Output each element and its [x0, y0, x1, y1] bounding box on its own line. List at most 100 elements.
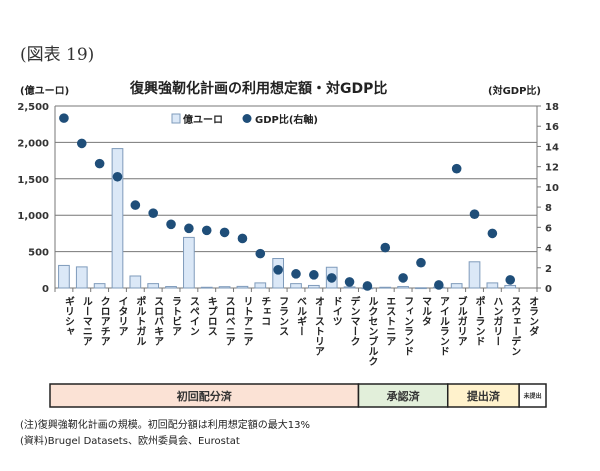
bar-オーストリア: [307, 284, 320, 289]
gdp-point-スウェーデン: [505, 275, 516, 285]
x-tick-label: ブルガリア: [455, 295, 467, 346]
gdp-point-クロアチア: [94, 158, 105, 169]
y-tick-label-right: 4: [545, 244, 552, 255]
legend-bar-swatch: [171, 113, 181, 124]
gdp-point-ブルガリア: [451, 163, 462, 174]
chart-title: 復興強靭化計画の利用想定額・対GDP比: [130, 81, 388, 97]
bar-スロバキア: [147, 283, 160, 289]
status-group-label: 初回配分済: [177, 389, 233, 403]
x-tick-label: エストニア: [384, 296, 396, 346]
x-tick-label: ドイツ: [330, 296, 342, 326]
gdp-point-フィンランド: [398, 273, 408, 283]
bar-イタリア: [111, 148, 124, 289]
gdp-point-ルーマニア: [76, 138, 87, 149]
y-tick-label-left: 0: [42, 284, 49, 295]
gdp-point-チェコ: [255, 248, 266, 259]
x-tick-label: スロベニア: [223, 296, 235, 346]
status-group-label: 未提出: [524, 392, 542, 400]
x-tick-label: ルクセンブルク: [366, 296, 378, 366]
x-tick-label: スウェーデン: [509, 296, 521, 356]
gdp-point-ラトビア: [166, 219, 176, 230]
bar-デンマーク: [343, 286, 356, 289]
gdp-point-オーストリア: [309, 270, 319, 280]
x-tick-label: アイルランド: [437, 296, 449, 356]
x-tick-label: ポーランド: [473, 295, 485, 346]
bar-スウェーデン: [504, 284, 517, 289]
bar-スペイン: [183, 236, 195, 289]
y-tick-label-right: 18: [545, 102, 559, 113]
y-tick-label-left: 1,000: [17, 211, 49, 222]
x-tick-label: ルーマニア: [80, 296, 92, 346]
legend-background: [165, 110, 380, 127]
gdp-point-スペイン: [184, 223, 194, 234]
x-tick-label: リトアニア: [241, 296, 253, 346]
y-tick-label-right: 10: [545, 183, 559, 194]
x-tick-label: オランダ: [527, 296, 539, 337]
bar-ラトビア: [165, 286, 177, 289]
y-tick-label-left: 1,500: [17, 175, 49, 186]
gdp-point-ベルギー: [291, 269, 301, 279]
bar-チェコ: [254, 282, 267, 289]
gdp-point-デンマーク: [344, 277, 355, 287]
x-tick-label: ハンガリー: [491, 296, 503, 346]
note: (注)復興強靭化計画の規模。初回配分額は利用想定額の最大13%: [20, 420, 311, 431]
x-tick-label: クロアチア: [98, 296, 110, 346]
gdp-point-キプロス: [201, 225, 212, 236]
y-tick-label-right: 16: [545, 122, 559, 133]
bar-ポーランド: [468, 261, 481, 289]
legend-dot-label: GDP比(右軸): [255, 113, 318, 126]
status-group-label: 提出済: [467, 389, 501, 403]
gdp-point-アイルランド: [434, 280, 444, 290]
gdp-point-ルクセンブルク: [362, 281, 373, 291]
gdp-point-ポルトガル: [130, 200, 141, 210]
x-tick-label: オーストリア: [312, 296, 324, 356]
bar-ブルガリア: [450, 283, 463, 289]
bar-ベルギー: [290, 283, 302, 289]
bar-クロアチア: [93, 283, 106, 289]
x-tick-label: ギリシャ: [62, 295, 74, 336]
gdp-point-フランス: [273, 265, 283, 275]
bar-ギリシャ: [58, 264, 70, 289]
figure-label: (図表 19): [20, 45, 95, 65]
y-tick-label-left: 2,000: [17, 138, 49, 149]
x-tick-label: ベルギー: [295, 296, 307, 336]
y-tick-label-right: 6: [545, 223, 552, 234]
gdp-point-ポーランド: [469, 209, 480, 219]
y-tick-label-right: 14: [545, 142, 559, 153]
legend-dot-swatch: [242, 114, 252, 123]
bar-エストニア: [379, 286, 392, 289]
x-tick-label: フィンランド: [402, 296, 413, 356]
x-tick-label: イタリア: [116, 296, 128, 336]
x-tick-label: キプロス: [205, 296, 217, 336]
gdp-point-スロバキア: [148, 208, 158, 218]
x-tick-label: ポルトガル: [134, 295, 146, 346]
x-tick-label: デンマーク: [348, 295, 360, 346]
gdp-point-イタリア: [112, 171, 123, 182]
source: (資料)Brugel Datasets、欧州委員会、Eurostat: [20, 436, 240, 447]
gdp-point-エストニア: [380, 242, 391, 253]
y-tick-label-right: 2: [545, 264, 552, 275]
x-tick-label: フランス: [277, 296, 289, 336]
y-tick-label-right: 0: [545, 284, 552, 295]
status-group-label: 承認済: [387, 389, 421, 403]
x-tick-label: スペイン: [187, 296, 199, 336]
x-tick-label: マルタ: [419, 296, 431, 326]
gdp-point-ハンガリー: [487, 228, 498, 239]
gdp-point-ドイツ: [326, 273, 337, 283]
bar-ハンガリー: [486, 282, 499, 289]
y-axis-left-label: (億ユーロ): [20, 86, 70, 97]
status-group-3: [518, 383, 547, 408]
bar-キプロス: [200, 286, 213, 289]
bar-ポルトガル: [129, 275, 142, 289]
bar-フィンランド: [397, 286, 409, 289]
gdp-point-スロベニア: [219, 227, 230, 238]
y-axis-right-label: (対GDP比): [488, 86, 541, 97]
bar-スロベニア: [218, 286, 231, 289]
gdp-point-リトアニア: [237, 233, 248, 244]
x-tick-label: ラトビア: [170, 296, 181, 336]
gdp-point-マルタ: [416, 257, 426, 268]
y-tick-label-left: 2,500: [17, 102, 49, 113]
y-tick-label-left: 500: [28, 248, 49, 259]
gdp-point-ギリシャ: [59, 113, 69, 123]
